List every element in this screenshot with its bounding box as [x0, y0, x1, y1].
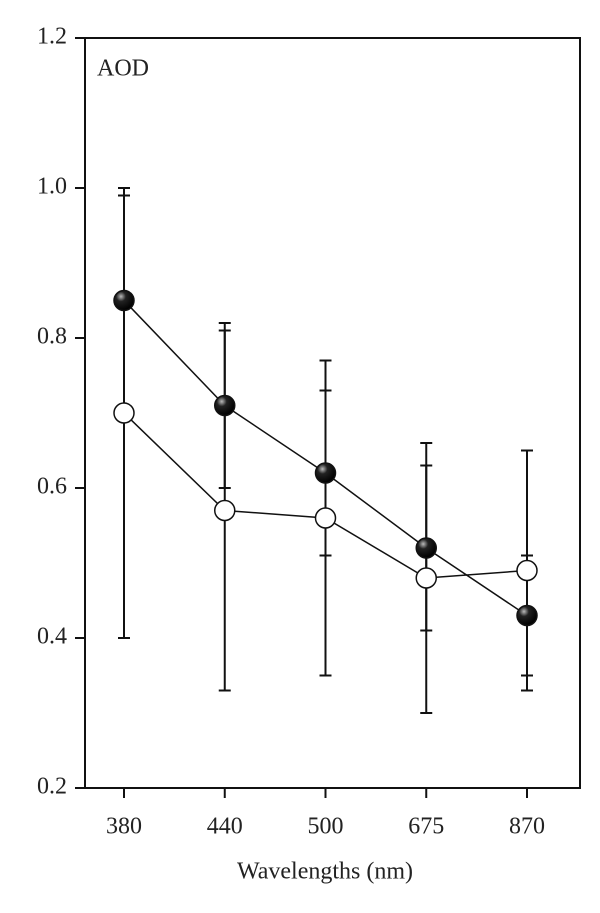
marker [314, 462, 337, 484]
x-tick-label: 500 [308, 814, 344, 840]
marker [214, 499, 236, 522]
x-tick-label: 870 [509, 814, 545, 840]
y-tick-label: 1.0 [37, 174, 67, 200]
x-tick-label: 380 [106, 814, 142, 840]
y-tick-label: 1.2 [37, 24, 67, 50]
y-tick-label: 0.2 [37, 774, 67, 800]
marker [516, 559, 538, 582]
y-tick-label: 0.6 [37, 474, 67, 500]
marker [516, 604, 538, 627]
x-axis-label: Wavelengths (nm) [237, 859, 413, 885]
plot-frame [84, 37, 581, 789]
y-tick-label: 0.8 [37, 324, 67, 350]
marker [415, 537, 437, 559]
x-tick-label: 440 [207, 814, 243, 840]
marker [415, 567, 437, 589]
marker [214, 394, 236, 417]
marker [314, 507, 337, 529]
marker [113, 289, 135, 312]
annotation: AOD [97, 56, 149, 82]
y-tick-label: 0.4 [37, 624, 67, 650]
marker [113, 402, 135, 424]
x-tick-label: 675 [408, 814, 444, 840]
